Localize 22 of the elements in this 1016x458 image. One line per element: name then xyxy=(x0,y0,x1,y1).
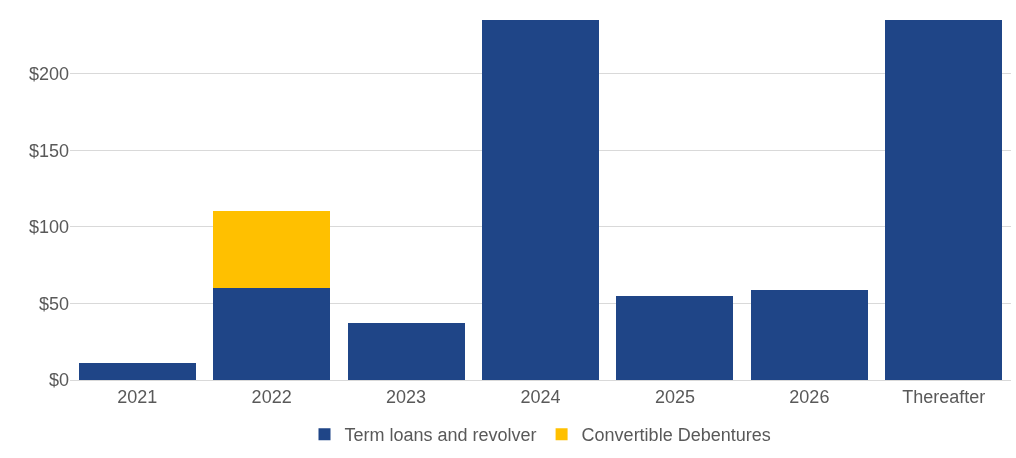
bar xyxy=(885,20,1003,380)
x-tick-label: 2022 xyxy=(251,386,292,407)
x-tick-label: 2021 xyxy=(117,386,158,407)
bar xyxy=(482,20,599,380)
legend-label: Term loans and revolver xyxy=(344,425,537,446)
x-tick-label: 2024 xyxy=(520,386,561,407)
x-tick-label: 2023 xyxy=(386,386,427,407)
bar xyxy=(213,288,331,380)
x-tick-label: Thereafter xyxy=(902,386,986,407)
y-tick-label: $100 xyxy=(28,217,69,238)
legend-label: Convertible Debentures xyxy=(581,425,771,446)
y-tick-label: $200 xyxy=(28,63,69,84)
y-tick-label: $0 xyxy=(48,370,69,391)
bar xyxy=(616,295,734,380)
y-tick-label: $50 xyxy=(38,293,69,314)
x-tick-label: 2025 xyxy=(654,386,695,407)
x-tick-label: 2026 xyxy=(789,386,830,407)
bar xyxy=(347,323,465,380)
bar xyxy=(78,363,196,380)
y-tick-label: $150 xyxy=(28,140,69,161)
bar xyxy=(750,289,868,380)
bar xyxy=(213,211,331,289)
